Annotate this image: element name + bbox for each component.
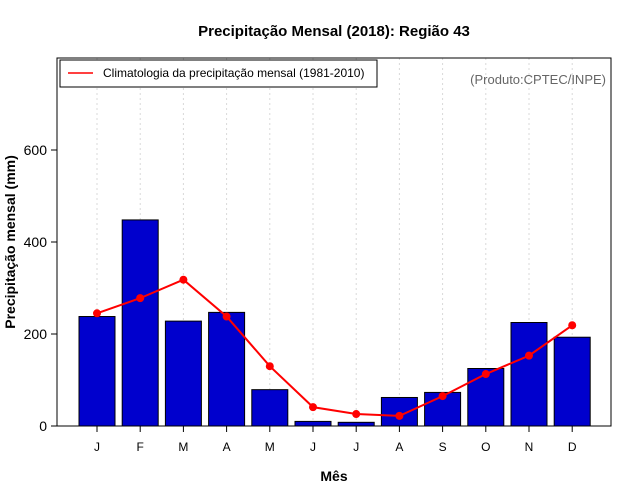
x-tick-label: S — [439, 440, 447, 454]
climatology-point-2 — [136, 294, 145, 303]
bar-5 — [251, 389, 289, 427]
bar-8 — [380, 396, 418, 427]
x-tick-label: J — [94, 440, 100, 454]
climatology-point-7 — [352, 410, 361, 419]
x-tick-label: F — [137, 440, 144, 454]
x-tick-label: D — [568, 440, 577, 454]
climatology-point-1 — [93, 309, 101, 318]
climatology-point-11 — [525, 351, 533, 360]
y-tick-label: 400 — [24, 234, 48, 250]
y-tick-label: 0 — [39, 418, 47, 434]
climatology-line-layer — [93, 275, 577, 420]
bar-3 — [164, 320, 202, 427]
x-tick-label: O — [481, 440, 490, 454]
y-axis: 0 200 400 600 — [24, 142, 57, 434]
bar-11 — [510, 322, 548, 427]
bar-1 — [78, 316, 116, 427]
climatology-point-8 — [395, 411, 404, 420]
bar-4 — [208, 311, 246, 427]
climatology-point-4 — [222, 312, 231, 321]
y-axis-label: Precipitação mensal (mm) — [2, 155, 18, 329]
climatology-point-5 — [265, 362, 274, 371]
source-annotation: (Produto:CPTEC/INPE) — [470, 72, 606, 87]
climatology-point-9 — [438, 392, 447, 401]
bar-12 — [553, 336, 591, 427]
legend-box — [59, 59, 378, 88]
climatology-point-3 — [179, 275, 188, 284]
climatology-point-10 — [481, 370, 490, 379]
y-tick-label: 200 — [24, 326, 48, 342]
climatology-line — [96, 278, 573, 417]
x-tick-label: M — [178, 440, 188, 454]
bar-6 — [294, 420, 332, 427]
y-tick-label: 600 — [24, 142, 48, 158]
legend-label: Climatologia da precipitação mensal (198… — [103, 66, 364, 80]
x-tick-label: J — [353, 440, 359, 454]
x-tick-label: J — [310, 440, 316, 454]
x-tick-label: M — [265, 440, 275, 454]
x-tick-label: A — [223, 440, 231, 454]
climatology-point-12 — [568, 321, 577, 330]
bar-2 — [121, 219, 159, 427]
bars-layer — [78, 219, 591, 427]
x-axis-label: Mês — [320, 468, 347, 484]
climatology-point-6 — [309, 403, 317, 412]
bar-7 — [337, 421, 375, 427]
x-tick-label: A — [395, 440, 403, 454]
chart-title: Precipitação Mensal (2018): Região 43 — [198, 23, 470, 40]
x-tick-label: N — [525, 440, 534, 454]
legend: Climatologia da precipitação mensal (198… — [59, 59, 378, 88]
